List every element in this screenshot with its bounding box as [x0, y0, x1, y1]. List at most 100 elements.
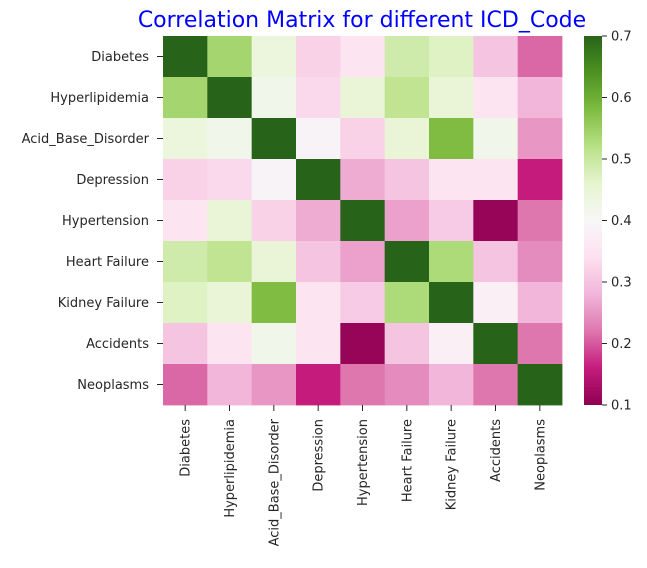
heatmap-cell-kidney-failure-neoplasms [517, 282, 563, 324]
heatmap-cell-heart-failure-neoplasms [517, 241, 563, 283]
heatmap-cell-depression-acid-base-disorder [251, 159, 297, 201]
heatmap-cell-diabetes-hypertension [340, 36, 386, 78]
column-label-kidney-failure: Kidney Failure [445, 419, 460, 510]
heatmap-cell-kidney-failure-kidney-failure [429, 282, 474, 324]
row-label-acid-base-disorder: Acid_Base_Disorder [22, 132, 150, 147]
heatmap-cell-accidents-heart-failure [384, 323, 430, 365]
heatmap-cell-heart-failure-heart-failure [384, 241, 430, 283]
heatmap-cell-heart-failure-hypertension [340, 241, 386, 283]
heatmap-cell-heart-failure-hyperlipidemia [207, 241, 253, 283]
heatmap-cell-diabetes-heart-failure [384, 36, 430, 78]
column-label-hyperlipidemia: Hyperlipidemia [223, 419, 238, 518]
heatmap-cell-neoplasms-kidney-failure [429, 364, 474, 406]
colorbar-tick-label: 0.7 [611, 30, 632, 45]
column-label-acid-base-disorder: Acid_Base_Disorder [267, 418, 282, 546]
heatmap-cell-diabetes-diabetes [163, 36, 208, 78]
heatmap-cell-diabetes-accidents [473, 36, 519, 78]
heatmap-cell-hyperlipidemia-hyperlipidemia [207, 77, 253, 119]
heatmap-cell-hypertension-kidney-failure [429, 200, 474, 242]
heatmap-cell-hypertension-acid-base-disorder [251, 200, 297, 242]
row-label-hypertension: Hypertension [62, 214, 149, 229]
heatmap-cell-acid-base-disorder-accidents [473, 118, 519, 160]
colorbar [584, 36, 602, 405]
heatmap-cell-neoplasms-accidents [473, 364, 519, 406]
column-label-neoplasms: Neoplasms [533, 419, 548, 491]
heatmap-cell-heart-failure-kidney-failure [429, 241, 474, 283]
heatmap-cell-kidney-failure-hyperlipidemia [207, 282, 253, 324]
heatmap-cell-hyperlipidemia-diabetes [163, 77, 208, 119]
heatmap-cell-kidney-failure-hypertension [340, 282, 386, 324]
colorbar-tick-label: 0.1 [611, 399, 632, 414]
heatmap-cell-diabetes-kidney-failure [429, 36, 474, 78]
heatmap-cell-acid-base-disorder-kidney-failure [429, 118, 474, 160]
heatmap-cell-hyperlipidemia-accidents [473, 77, 519, 119]
heatmap-cell-depression-accidents [473, 159, 519, 201]
heatmap-cell-neoplasms-depression [296, 364, 341, 406]
heatmap-cell-acid-base-disorder-depression [296, 118, 341, 160]
row-label-neoplasms: Neoplasms [77, 378, 149, 393]
heatmap-cell-hypertension-hypertension [340, 200, 386, 242]
heatmap-cell-hyperlipidemia-acid-base-disorder [251, 77, 297, 119]
colorbar-tick-label: 0.3 [611, 276, 632, 291]
heatmap-cell-depression-diabetes [163, 159, 208, 201]
heatmap-cell-acid-base-disorder-acid-base-disorder [251, 118, 297, 160]
column-label-hypertension: Hypertension [356, 419, 371, 506]
heatmap-cell-heart-failure-acid-base-disorder [251, 241, 297, 283]
heatmap-cell-accidents-diabetes [163, 323, 208, 365]
heatmap-cell-accidents-hypertension [340, 323, 386, 365]
heatmap-cell-hyperlipidemia-heart-failure [384, 77, 430, 119]
heatmap-cell-kidney-failure-acid-base-disorder [251, 282, 297, 324]
heatmap-cell-depression-hyperlipidemia [207, 159, 253, 201]
row-label-accidents: Accidents [86, 337, 149, 352]
heatmap-cell-depression-depression [296, 159, 341, 201]
row-label-depression: Depression [76, 173, 149, 188]
row-label-hyperlipidemia: Hyperlipidemia [50, 91, 149, 106]
heatmap-cell-accidents-kidney-failure [429, 323, 474, 365]
heatmap-cell-heart-failure-diabetes [163, 241, 208, 283]
colorbar-tick-label: 0.4 [611, 214, 632, 229]
heatmap-cell-kidney-failure-diabetes [163, 282, 208, 324]
heatmap-cell-accidents-hyperlipidemia [207, 323, 253, 365]
heatmap-cell-neoplasms-neoplasms [517, 364, 563, 406]
heatmap-cell-depression-neoplasms [517, 159, 563, 201]
heatmap-cell-hyperlipidemia-depression [296, 77, 341, 119]
heatmap-cell-heart-failure-accidents [473, 241, 519, 283]
heatmap-cell-diabetes-neoplasms [517, 36, 563, 78]
heatmap-cell-hypertension-neoplasms [517, 200, 563, 242]
colorbar-tick-label: 0.6 [611, 91, 632, 106]
heatmap-cell-hypertension-accidents [473, 200, 519, 242]
heatmap-cell-diabetes-acid-base-disorder [251, 36, 297, 78]
heatmap-cell-kidney-failure-accidents [473, 282, 519, 324]
heatmap-cell-depression-kidney-failure [429, 159, 474, 201]
column-label-heart-failure: Heart Failure [400, 419, 415, 502]
heatmap-cell-neoplasms-heart-failure [384, 364, 430, 406]
heatmap-cell-hypertension-diabetes [163, 200, 208, 242]
column-label-accidents: Accidents [489, 419, 504, 482]
heatmap-cell-depression-heart-failure [384, 159, 430, 201]
heatmap-cell-hyperlipidemia-kidney-failure [429, 77, 474, 119]
column-label-diabetes: Diabetes [179, 419, 194, 477]
heatmap-cell-neoplasms-diabetes [163, 364, 208, 406]
heatmap-cell-acid-base-disorder-heart-failure [384, 118, 430, 160]
heatmap-cell-accidents-acid-base-disorder [251, 323, 297, 365]
heatmap-cell-acid-base-disorder-neoplasms [517, 118, 563, 160]
column-label-depression: Depression [312, 419, 327, 492]
chart-title: Correlation Matrix for different ICD_Cod… [138, 8, 586, 33]
heatmap-cell-hyperlipidemia-neoplasms [517, 77, 563, 119]
heatmap-cell-hypertension-hyperlipidemia [207, 200, 253, 242]
column-labels: Diabetes Hyperlipidemia Acid_Base_Disorder… [179, 405, 548, 546]
heatmap-cell-depression-hypertension [340, 159, 386, 201]
heatmap-cell-accidents-accidents [473, 323, 519, 365]
heatmap-cell-diabetes-hyperlipidemia [207, 36, 253, 78]
heatmap-cell-neoplasms-acid-base-disorder [251, 364, 297, 406]
heatmap-cell-accidents-depression [296, 323, 341, 365]
row-labels: Diabetes Hyperlipidemia Acid_Base_Disorder… [22, 50, 163, 393]
heatmap-cell-heart-failure-depression [296, 241, 341, 283]
row-label-diabetes: Diabetes [91, 50, 149, 65]
row-label-kidney-failure: Kidney Failure [58, 296, 149, 311]
heatmap-cell-hypertension-depression [296, 200, 341, 242]
heatmap-cell-accidents-neoplasms [517, 323, 563, 365]
heatmap-cell-diabetes-depression [296, 36, 341, 78]
heatmap-cell-acid-base-disorder-hypertension [340, 118, 386, 160]
